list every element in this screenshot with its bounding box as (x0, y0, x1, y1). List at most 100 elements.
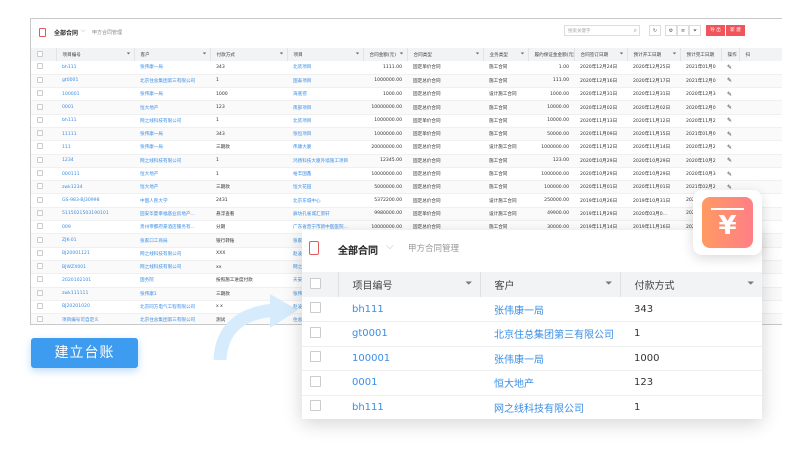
cell-link[interactable]: 固安华夏幸福基业房地产… (134, 207, 210, 222)
table-row[interactable]: 100001 张伟康一局 1000 (302, 346, 762, 371)
select-all-checkbox[interactable] (302, 272, 339, 297)
edit-button[interactable]: ✎ (721, 100, 739, 115)
cell-link[interactable]: 项目编号可自定义 (56, 313, 134, 324)
cell-link[interactable]: 北京东城中心 (287, 193, 363, 208)
cell-link[interactable]: 网之线科技有限公司 (134, 114, 210, 128)
filter-icon[interactable]: ⏷ (465, 279, 473, 289)
cell-link[interactable]: 中国人民大学 (134, 193, 210, 208)
table-row[interactable]: 111 张伟康一局 三期款 伟康大厦 20000000.00 固定总价合同 设计施工合同 10… (31, 140, 782, 155)
cell-link[interactable]: BJ20201020 (56, 300, 134, 315)
checkbox[interactable] (37, 63, 43, 70)
filter-icon[interactable]: ⏷ (355, 51, 360, 57)
cell-link[interactable]: 恒大花园 (287, 180, 363, 195)
row-checkbox[interactable] (31, 287, 56, 301)
filter-icon[interactable]: ⏷ (672, 51, 677, 57)
filter-icon[interactable]: ⏷ (399, 51, 404, 57)
cell-link[interactable]: zwk1234 (56, 180, 134, 195)
table-row[interactable]: 1234 网之线科技有限公司 1 鸿扬科技大厦外墙施工项目 12345.00 固定总价合同… (31, 154, 782, 168)
checkbox[interactable] (310, 351, 321, 363)
cell-link[interactable]: 海底捞 (287, 87, 363, 102)
checkbox[interactable] (310, 277, 321, 289)
search-icon[interactable]: ⌕ (633, 27, 637, 34)
checkbox[interactable] (37, 196, 43, 203)
cell-link[interactable]: 张恒项目 (287, 127, 363, 142)
row-checkbox[interactable] (31, 207, 56, 222)
row-checkbox[interactable] (302, 370, 338, 396)
cell-link[interactable]: 0001 (338, 370, 480, 396)
checkbox[interactable] (37, 302, 43, 309)
cell-link[interactable]: 北装项目 (287, 61, 363, 75)
table-row[interactable]: GS-983-BJ30998 中国人民大学 2431 北京东城中心 5372200.00… (31, 193, 782, 208)
filter-icon[interactable]: ⏷ (747, 279, 755, 289)
cell-link[interactable]: 张伟康一局 (134, 127, 210, 142)
filter-icon[interactable]: ⏷ (279, 51, 284, 57)
checkbox[interactable] (37, 156, 43, 163)
checkbox[interactable] (37, 223, 43, 230)
cell-link[interactable]: 张伟康一局 (480, 297, 620, 322)
row-checkbox[interactable] (31, 154, 56, 168)
filter-icon[interactable]: ⏷ (619, 51, 624, 57)
filter-icon[interactable]: ⏷ (475, 51, 480, 57)
edit-button[interactable]: ✎ (721, 74, 739, 89)
row-checkbox[interactable] (302, 346, 338, 371)
cell-link[interactable]: 网之线科技有限公司 (480, 395, 620, 419)
row-checkbox[interactable] (31, 313, 56, 324)
row-checkbox[interactable] (31, 140, 56, 155)
checkbox[interactable] (37, 143, 43, 150)
edit-button[interactable]: ✎ (721, 114, 739, 128)
edit-button[interactable]: ✎ (721, 140, 739, 155)
checkbox[interactable] (37, 249, 43, 256)
cell-link[interactable]: bh111 (56, 61, 134, 75)
cell-link[interactable]: 张家口工商局 (134, 233, 210, 248)
checkbox[interactable] (310, 302, 321, 313)
cell-link[interactable]: 恒大地产 (134, 167, 210, 182)
search-input[interactable]: 搜索关键字 ⌕ (564, 25, 640, 36)
cell-link[interactable]: 1234 (56, 154, 134, 168)
checkbox[interactable] (37, 50, 43, 57)
row-checkbox[interactable] (302, 395, 338, 419)
checkbox[interactable] (310, 400, 321, 412)
cell-link[interactable]: 0001 (56, 100, 134, 115)
table-row[interactable]: gt0001 北京住总集团第三有限公司 1 (302, 321, 762, 347)
row-checkbox[interactable] (31, 61, 56, 75)
table-row[interactable]: bh111 张伟康一局 343 (302, 297, 762, 322)
cell-link[interactable]: 张伟康一局 (134, 61, 210, 75)
edit-button[interactable]: ✎ (721, 127, 739, 142)
table-row[interactable]: 0001 恒大地产 123 (302, 370, 762, 396)
cell-link[interactable]: 伟康大厦 (287, 140, 363, 155)
cell-link[interactable]: 网之线科技有限公司 (134, 260, 210, 275)
checkbox[interactable] (37, 263, 43, 270)
cell-link[interactable]: 南部项目 (287, 100, 363, 115)
cell-link[interactable]: ZJK-01 (56, 233, 134, 248)
checkbox[interactable] (37, 236, 43, 243)
row-checkbox[interactable] (302, 297, 338, 322)
table-row[interactable]: 000111 恒大地产 1 裕丰国鑫 10000000.00 固定总价合同 施工合同 1000… (31, 167, 782, 182)
cell-link[interactable]: 北京住总集团第三有限公司 (480, 321, 620, 347)
cell-link[interactable]: 5115021503190101 (56, 207, 134, 222)
cell-link[interactable]: 北京同方电气工程有限公司 (134, 300, 210, 315)
cell-link[interactable]: 张伟康一局 (134, 87, 210, 102)
cell-link[interactable]: 鸿扬科技大厦外墙施工项目 (287, 154, 363, 168)
cell-link[interactable]: 裕丰国鑫 (287, 167, 363, 182)
cell-link[interactable]: 100001 (338, 346, 480, 371)
checkbox[interactable] (37, 170, 43, 177)
new-button[interactable]: 新 建 (726, 25, 745, 36)
table-row[interactable]: 5115021503190101 固安华夏幸福基业房地产… 悬浮查看 廊坊孔雀城汇景轩… (31, 207, 782, 222)
cell-link[interactable]: BJWZX001 (56, 260, 134, 275)
cell-link[interactable]: 贵州帝都府豪酒店服务有… (134, 220, 210, 235)
table-row[interactable]: 100001 张伟康一局 1000 海底捞 1000.00 固定总价合同 设计施工合同 100… (31, 87, 782, 102)
row-checkbox[interactable] (31, 300, 56, 315)
create-ledger-button[interactable]: 建立台账 (31, 338, 138, 368)
checkbox[interactable] (310, 375, 321, 387)
filter-icon[interactable]: ⏷ (605, 279, 613, 289)
cell-link[interactable]: 张伟康一局 (134, 140, 210, 155)
cell-link[interactable]: 11111 (56, 127, 134, 142)
cell-link[interactable]: gt0001 (56, 74, 134, 89)
checkbox[interactable] (37, 103, 43, 110)
cell-link[interactable]: 北京住总集团第三有限公司 (134, 74, 210, 89)
edit-button[interactable]: ✎ (721, 154, 739, 168)
cell-link[interactable]: 国泰项目 (287, 74, 363, 89)
view-selector[interactable]: 全部合同 (338, 246, 378, 257)
cell-link[interactable]: BJ20001121 (56, 247, 134, 261)
checkbox[interactable] (37, 130, 43, 137)
